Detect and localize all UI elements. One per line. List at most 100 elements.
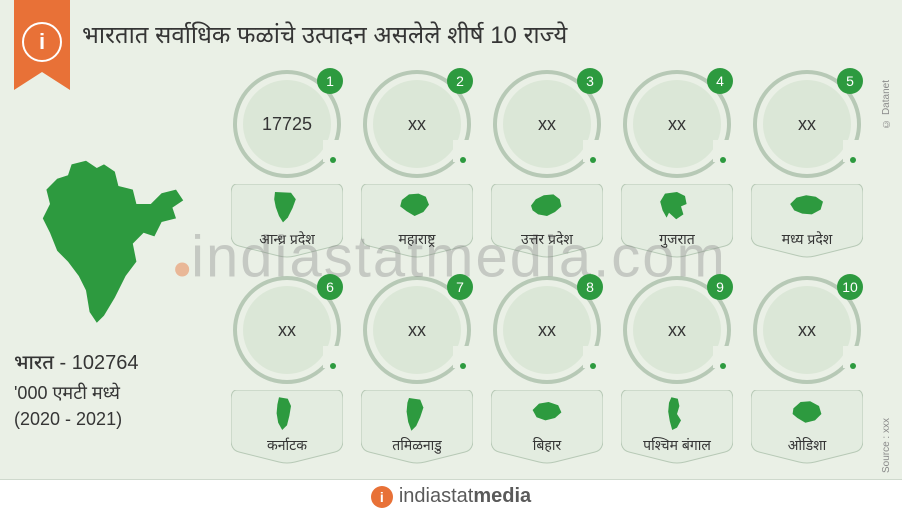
ring-gap-accent xyxy=(713,346,731,368)
state-card: xx 5 मध्य प्रदेश xyxy=(746,70,868,262)
state-name: महाराष्ट्र xyxy=(399,230,436,249)
footer-brand: indiastatmedia xyxy=(399,485,531,508)
value-ring: xx 9 xyxy=(623,276,731,384)
header: भारतात सर्वाधिक फळांचे उत्पादन असलेले शी… xyxy=(82,12,890,56)
state-card: xx 4 गुजरात xyxy=(616,70,738,262)
state-value: 17725 xyxy=(262,114,312,135)
infographic-canvas: i भारतात सर्वाधिक फळांचे उत्पादन असलेले … xyxy=(0,0,902,513)
state-map-icon xyxy=(522,394,572,434)
india-map xyxy=(14,150,194,330)
sidebar: भारत - 102764 '000 एमटी मध्ये (2020 - 20… xyxy=(14,150,214,430)
ring-gap-accent xyxy=(713,140,731,162)
footer-brand-a: indiastat xyxy=(399,485,474,507)
state-map-icon xyxy=(782,394,832,434)
ring-gap-accent xyxy=(323,140,341,162)
value-ring: xx 10 xyxy=(753,276,861,384)
state-map-icon xyxy=(652,188,702,228)
value-ring: xx 7 xyxy=(363,276,471,384)
state-shelf: तमिळनाडु xyxy=(361,390,473,468)
state-card: xx 3 उत्तर प्रदेश xyxy=(486,70,608,262)
state-shelf: पश्चिम बंगाल xyxy=(621,390,733,468)
state-name: पश्चिम बंगाल xyxy=(643,436,711,455)
rank-badge: 1 xyxy=(317,68,343,94)
state-value: xx xyxy=(278,320,296,341)
state-card: xx2 महाराष्ट्र xyxy=(356,70,478,262)
state-name: गुजरात xyxy=(659,230,695,249)
unit-label: '000 एमटी मध्ये xyxy=(14,381,214,405)
state-value: xx xyxy=(408,320,426,341)
state-name: तमिळनाडु xyxy=(392,436,442,455)
state-map-icon xyxy=(392,188,442,228)
state-value: xx xyxy=(668,114,686,135)
state-value: xx xyxy=(798,114,816,135)
state-map-icon xyxy=(262,188,312,228)
ring-gap-accent xyxy=(843,140,861,162)
state-shelf: महाराष्ट्र xyxy=(361,184,473,262)
rank-badge: 2 xyxy=(447,68,473,94)
ring-gap-accent xyxy=(323,346,341,368)
rank-badge: 10 xyxy=(837,274,863,300)
info-icon: i xyxy=(22,22,62,62)
state-name: आन्ध्र प्रदेश xyxy=(259,230,315,249)
rank-badge: 9 xyxy=(707,274,733,300)
rank-badge: 4 xyxy=(707,68,733,94)
state-card: xx 6 कर्नाटक xyxy=(226,276,348,468)
value-ring: xx 4 xyxy=(623,70,731,178)
state-map-icon xyxy=(392,394,442,434)
value-ring: xx2 xyxy=(363,70,471,178)
rank-badge: 5 xyxy=(837,68,863,94)
state-map-icon xyxy=(522,188,572,228)
state-name: उत्तर प्रदेश xyxy=(521,230,573,249)
rank-badge: 7 xyxy=(447,274,473,300)
rank-badge: 6 xyxy=(317,274,343,300)
state-card: 177251 आन्ध्र प्रदेश xyxy=(226,70,348,262)
footer-info-icon: i xyxy=(371,486,393,508)
page-title: भारतात सर्वाधिक फळांचे उत्पादन असलेले शी… xyxy=(82,18,567,51)
state-value: xx xyxy=(798,320,816,341)
state-card: xx 8 बिहार xyxy=(486,276,608,468)
footer-brand-b: media xyxy=(473,485,531,507)
state-card: xx 7 तमिळनाडु xyxy=(356,276,478,468)
state-card: xx 10 ओडिशा xyxy=(746,276,868,468)
state-value: xx xyxy=(668,320,686,341)
ring-gap-accent xyxy=(843,346,861,368)
state-map-icon xyxy=(652,394,702,434)
side-meta: © Datanet Source : xxx xyxy=(876,80,896,473)
copyright-text: © Datanet xyxy=(881,80,892,129)
state-shelf: कर्नाटक xyxy=(231,390,343,468)
value-ring: xx 5 xyxy=(753,70,861,178)
value-ring: xx 6 xyxy=(233,276,341,384)
state-shelf: गुजरात xyxy=(621,184,733,262)
period-label: (2020 - 2021) xyxy=(14,409,214,430)
state-map-icon xyxy=(782,188,832,228)
state-name: बिहार xyxy=(533,436,561,455)
state-name: कर्नाटक xyxy=(267,436,307,455)
state-shelf: मध्य प्रदेश xyxy=(751,184,863,262)
state-shelf: उत्तर प्रदेश xyxy=(491,184,603,262)
value-ring: 177251 xyxy=(233,70,341,178)
state-shelf: बिहार xyxy=(491,390,603,468)
rank-badge: 8 xyxy=(577,274,603,300)
state-grid: 177251 आन्ध्र प्रदेशxx2 महाराष्ट्रxx3 उत… xyxy=(226,70,868,468)
value-ring: xx 3 xyxy=(493,70,601,178)
state-value: xx xyxy=(538,320,556,341)
state-value: xx xyxy=(538,114,556,135)
ring-gap-accent xyxy=(583,346,601,368)
corner-ribbon: i xyxy=(14,0,70,90)
state-name: ओडिशा xyxy=(788,436,827,455)
value-ring: xx 8 xyxy=(493,276,601,384)
state-shelf: ओडिशा xyxy=(751,390,863,468)
country-total: भारत - 102764 xyxy=(14,348,214,375)
footer: i indiastatmedia xyxy=(0,479,902,513)
country-total-value: 102764 xyxy=(72,352,139,374)
state-name: मध्य प्रदेश xyxy=(782,230,833,249)
state-shelf: आन्ध्र प्रदेश xyxy=(231,184,343,262)
state-map-icon xyxy=(262,394,312,434)
ring-gap-accent xyxy=(453,140,471,162)
ring-gap-accent xyxy=(453,346,471,368)
country-label: भारत xyxy=(14,352,54,374)
state-card: xx 9 पश्चिम बंगाल xyxy=(616,276,738,468)
source-text: Source : xxx xyxy=(881,418,892,473)
ring-gap-accent xyxy=(583,140,601,162)
rank-badge: 3 xyxy=(577,68,603,94)
